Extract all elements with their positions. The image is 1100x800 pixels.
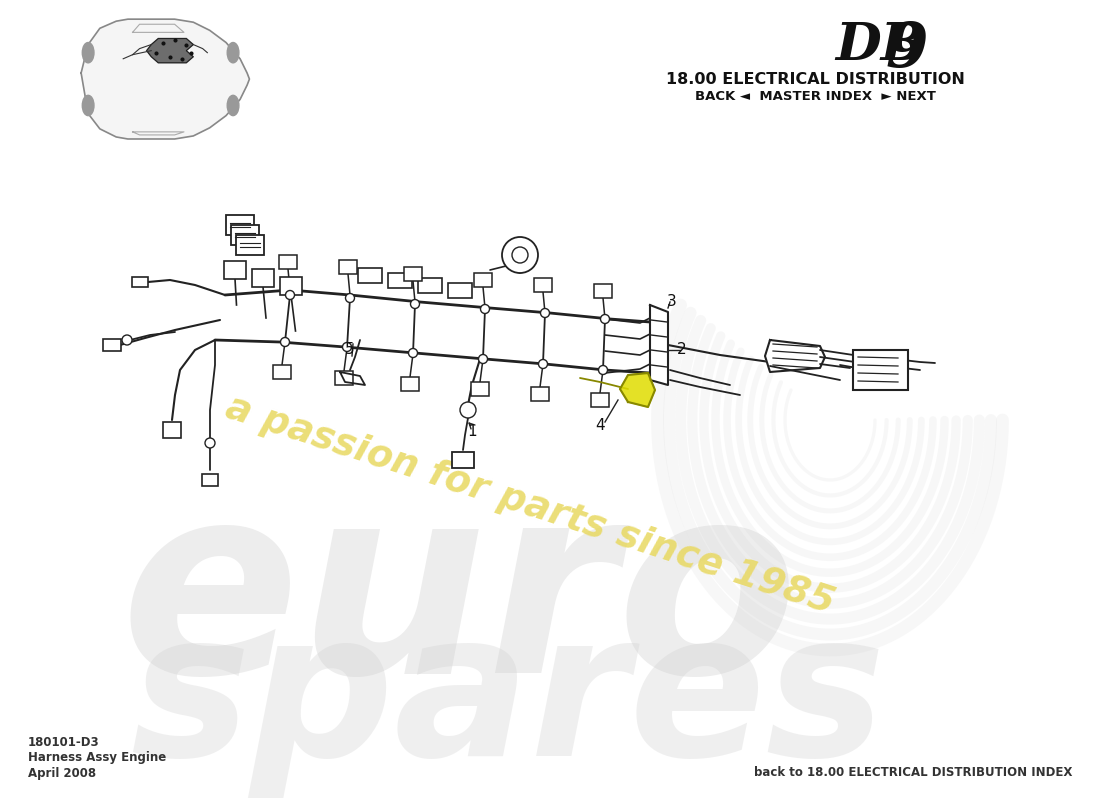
Bar (388, 273, 412, 287)
Circle shape (502, 237, 538, 273)
Bar (163, 422, 182, 438)
Circle shape (539, 359, 548, 369)
Text: Harness Assy Engine: Harness Assy Engine (28, 751, 166, 765)
Text: back to 18.00 ELECTRICAL DISTRIBUTION INDEX: back to 18.00 ELECTRICAL DISTRIBUTION IN… (754, 766, 1072, 779)
Text: 5: 5 (345, 342, 355, 358)
Circle shape (410, 299, 419, 309)
Text: April 2008: April 2008 (28, 766, 96, 779)
Text: 4: 4 (595, 418, 605, 433)
Circle shape (481, 305, 490, 314)
Bar (103, 339, 121, 351)
Text: 2: 2 (678, 342, 686, 358)
Bar (474, 273, 492, 287)
Circle shape (408, 349, 418, 358)
Polygon shape (650, 305, 668, 385)
Bar (448, 282, 472, 298)
Bar (852, 350, 907, 390)
Circle shape (540, 309, 550, 318)
Text: spares: spares (130, 602, 886, 798)
Polygon shape (81, 19, 250, 139)
Text: 9: 9 (886, 20, 928, 80)
Bar (226, 215, 254, 235)
Bar (336, 371, 353, 385)
Circle shape (122, 335, 132, 345)
Bar (594, 284, 612, 298)
Circle shape (280, 338, 289, 346)
Bar (132, 277, 148, 287)
Bar (531, 387, 549, 401)
Bar (402, 377, 419, 391)
Circle shape (286, 290, 295, 299)
Ellipse shape (228, 42, 239, 63)
Bar (452, 452, 474, 468)
Bar (236, 235, 264, 255)
Circle shape (512, 247, 528, 263)
Text: 18.00 ELECTRICAL DISTRIBUTION: 18.00 ELECTRICAL DISTRIBUTION (666, 73, 965, 87)
Circle shape (460, 402, 476, 418)
Bar (534, 278, 552, 292)
Bar (224, 261, 246, 279)
Bar (202, 474, 218, 486)
Polygon shape (764, 340, 825, 372)
Bar (358, 267, 382, 282)
Bar (279, 255, 297, 269)
Bar (418, 278, 442, 293)
Bar (591, 393, 609, 407)
Polygon shape (620, 373, 654, 407)
Bar (339, 260, 358, 274)
Circle shape (598, 366, 607, 374)
Bar (404, 267, 422, 281)
Text: DB: DB (835, 19, 925, 70)
Text: euro: euro (120, 472, 799, 728)
Bar (471, 382, 490, 396)
Text: 180101-D3: 180101-D3 (28, 735, 100, 749)
Circle shape (478, 354, 487, 363)
Ellipse shape (82, 95, 94, 116)
Circle shape (205, 438, 214, 448)
Polygon shape (146, 38, 194, 63)
Text: 1: 1 (468, 425, 476, 439)
Text: a passion for parts since 1985: a passion for parts since 1985 (221, 390, 839, 621)
Circle shape (601, 314, 609, 323)
Bar (273, 365, 292, 379)
Text: 3: 3 (667, 294, 676, 310)
Polygon shape (340, 372, 365, 385)
Bar (231, 225, 258, 245)
Circle shape (342, 342, 352, 351)
Text: BACK ◄  MASTER INDEX  ► NEXT: BACK ◄ MASTER INDEX ► NEXT (694, 90, 935, 103)
Bar (252, 269, 274, 287)
Bar (280, 277, 302, 295)
Ellipse shape (82, 42, 94, 63)
Ellipse shape (228, 95, 239, 116)
Circle shape (345, 294, 354, 302)
